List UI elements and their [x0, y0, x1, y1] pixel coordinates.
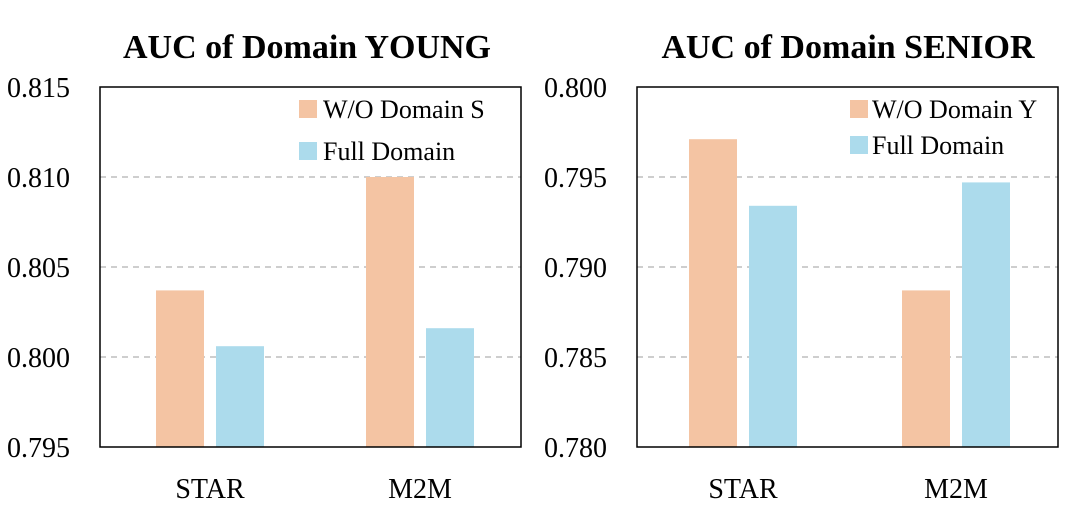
- chart-title: AUC of Domain SENIOR: [661, 29, 1035, 66]
- y-tick-label: 0.805: [7, 253, 70, 284]
- legend-swatch: [850, 136, 868, 154]
- y-tick-label: 0.800: [544, 73, 607, 104]
- bar-star-series-1: [156, 290, 204, 447]
- bar-star-series-2: [749, 205, 797, 447]
- plot-frame: [636, 86, 1059, 448]
- x-category-label: STAR: [175, 474, 245, 505]
- y-tick-label: 0.795: [544, 163, 607, 194]
- x-category-label: STAR: [708, 474, 778, 505]
- legend-swatch: [850, 100, 868, 118]
- chart-panel-1: AUC of Domain YOUNG 0.795 0.800 0.805 0.810 0…: [7, 29, 522, 505]
- bar-m2m-series-2: [426, 328, 474, 447]
- legend-label: Full Domain: [872, 131, 1004, 160]
- bar-m2m-series-1: [902, 290, 950, 447]
- y-tick-label: 0.780: [544, 433, 607, 464]
- bar-m2m-series-2: [962, 182, 1010, 447]
- x-category-label: M2M: [924, 474, 988, 505]
- legend-label: Full Domain: [323, 137, 455, 166]
- legend-label: W/O Domain S: [323, 95, 485, 124]
- x-category-label: M2M: [388, 474, 452, 505]
- chart-panel-2: AUC of Domain SENIOR 0.780 0.785 0.790 0.795…: [544, 29, 1059, 505]
- legend: W/O Domain S Full Domain: [299, 95, 485, 166]
- bar-star-series-1: [689, 139, 737, 447]
- chart-title: AUC of Domain YOUNG: [123, 29, 491, 66]
- y-tick-label: 0.800: [7, 343, 70, 374]
- y-tick-label: 0.810: [7, 163, 70, 194]
- legend-label: W/O Domain Y: [872, 95, 1037, 124]
- y-tick-label: 0.785: [544, 343, 607, 374]
- y-tick-label: 0.815: [7, 73, 70, 104]
- bar-m2m-series-1: [366, 177, 414, 447]
- bar-star-series-2: [216, 346, 264, 447]
- y-tick-label: 0.790: [544, 253, 607, 284]
- legend-swatch: [299, 142, 317, 160]
- y-tick-label: 0.795: [7, 433, 70, 464]
- legend-swatch: [299, 100, 317, 118]
- legend: W/O Domain Y Full Domain: [850, 95, 1037, 160]
- plot-frame: [99, 86, 522, 448]
